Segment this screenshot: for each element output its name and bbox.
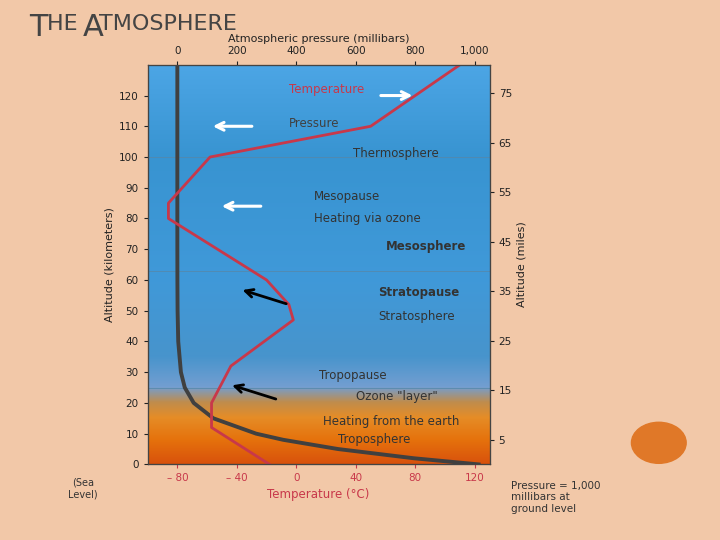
- Text: Temperature: Temperature: [289, 83, 364, 96]
- Text: Pressure: Pressure: [289, 117, 339, 130]
- Text: T: T: [29, 14, 48, 43]
- Text: Mesosphere: Mesosphere: [385, 240, 466, 253]
- Text: Stratosphere: Stratosphere: [378, 310, 455, 323]
- Text: Ozone "layer": Ozone "layer": [356, 390, 438, 403]
- Text: Heating from the earth: Heating from the earth: [323, 415, 459, 428]
- Text: TMOSPHERE: TMOSPHERE: [99, 14, 237, 33]
- Text: A: A: [83, 14, 104, 43]
- Y-axis label: Altitude (miles): Altitude (miles): [516, 222, 526, 307]
- X-axis label: Temperature (°C): Temperature (°C): [267, 488, 370, 501]
- X-axis label: Atmospheric pressure (millibars): Atmospheric pressure (millibars): [228, 33, 410, 44]
- Text: (Sea
Level): (Sea Level): [68, 478, 98, 500]
- Text: Stratopause: Stratopause: [378, 286, 459, 299]
- Text: Tropopause: Tropopause: [318, 369, 386, 382]
- Text: Mesopause: Mesopause: [314, 191, 380, 204]
- Text: Thermosphere: Thermosphere: [353, 147, 438, 160]
- Text: Pressure = 1,000
millibars at
ground level: Pressure = 1,000 millibars at ground lev…: [511, 481, 600, 514]
- Text: HE: HE: [47, 14, 84, 33]
- Text: Heating via ozone: Heating via ozone: [314, 212, 421, 225]
- Y-axis label: Altitude (kilometers): Altitude (kilometers): [104, 207, 114, 322]
- Text: Troposphere: Troposphere: [338, 433, 410, 446]
